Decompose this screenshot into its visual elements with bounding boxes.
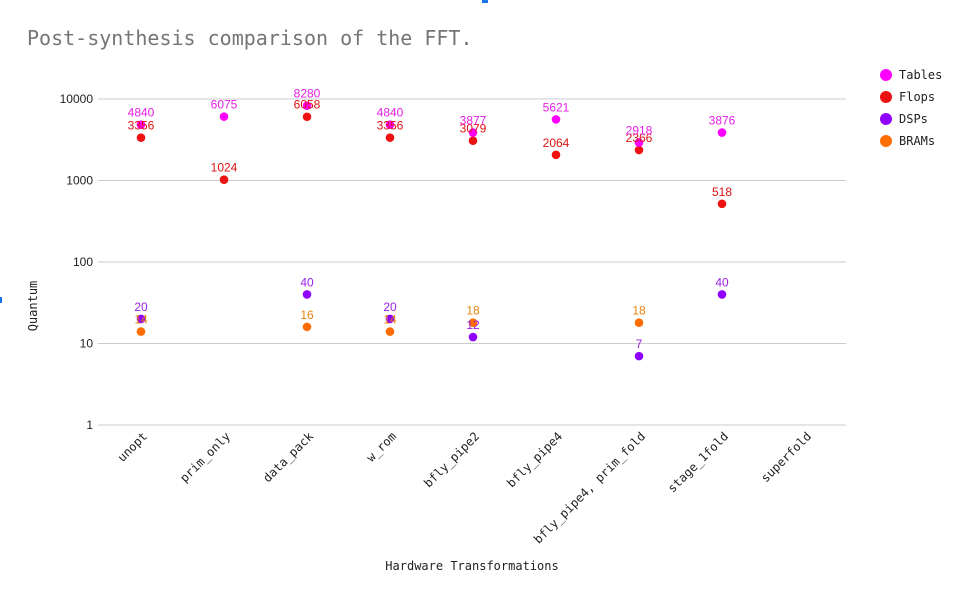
data-label-tables: 2918: [626, 124, 653, 138]
x-axis-ticks: unopt prim_only data_pack w_rom bfly_pipe2 bf…: [115, 429, 814, 547]
data-point-flops: [302, 112, 312, 122]
y-axis-title: Quantum: [26, 281, 40, 332]
data-label-brams: 14: [383, 313, 397, 327]
data-point-tables: [551, 115, 561, 124]
legend-label: Flops: [899, 90, 935, 104]
data-point-dsps: [634, 351, 644, 361]
data-point-brams: [385, 327, 395, 336]
data-label-tables: 3876: [709, 114, 736, 128]
data-label-brams: 18: [466, 304, 480, 318]
data-point-dsps: [468, 332, 478, 342]
data-point-brams: [136, 327, 146, 336]
y-tick-label: 10000: [60, 92, 94, 106]
data-label-tables: 6075: [211, 98, 238, 112]
x-tick-label: unopt: [115, 429, 150, 464]
data-label-brams: 14: [134, 313, 148, 327]
data-label-dsps: 20: [383, 300, 397, 314]
data-point-dsps: [717, 290, 727, 299]
data-point-flops: [136, 133, 146, 142]
legend-marker: [880, 113, 892, 125]
data-label-dsps: 12: [466, 318, 480, 332]
y-tick-label: 1000: [66, 174, 93, 188]
data-label-flops: 1024: [211, 161, 238, 175]
data-label-dsps: 7: [636, 337, 643, 351]
grid-lines: [98, 98, 846, 426]
x-tick-label: prim_only: [177, 429, 233, 485]
data-point-flops: [468, 136, 478, 145]
data-point-tables: [302, 101, 312, 110]
legend-item-brams[interactable]: BRAMs: [880, 134, 935, 148]
data-point-brams: [302, 322, 312, 332]
x-tick-label: data_pack: [260, 429, 316, 485]
data-point-flops: [219, 175, 229, 184]
data-label-dsps: 20: [134, 300, 148, 314]
data-label-tables: 3877: [460, 114, 487, 128]
x-tick-label: superfold: [758, 429, 814, 485]
data-point-dsps: [136, 314, 146, 324]
data-point-brams: [634, 318, 644, 327]
x-axis-title: Hardware Transformations: [385, 559, 558, 573]
data-point-dsps: [385, 314, 395, 324]
legend-marker: [880, 69, 892, 81]
data-point-brams: [468, 318, 478, 327]
legend-label: BRAMs: [899, 134, 935, 148]
legend-label: DSPs: [899, 112, 928, 126]
data-label-tables: 8280: [294, 87, 321, 101]
left-edge-marker: [0, 297, 2, 303]
data-point-dsps: [302, 290, 312, 299]
data-point-flops: [551, 150, 561, 160]
data-label-brams: 18: [632, 304, 646, 318]
x-tick-label: bfly_pipe4: [504, 429, 565, 490]
data-point-flops: [634, 145, 644, 155]
data-label-flops: 518: [712, 185, 732, 199]
data-label-dsps: 40: [715, 275, 729, 289]
y-tick-label: 100: [73, 255, 93, 269]
data-label-flops: 3079: [460, 122, 487, 136]
data-point-tables: [385, 120, 395, 129]
legend-label: Tables: [899, 68, 942, 82]
data-label-tables: 5621: [543, 100, 570, 114]
data-label-tables: 4840: [377, 106, 404, 120]
data-point-tables: [219, 112, 229, 121]
data-label-flops: 2064: [543, 136, 570, 150]
y-tick-label: 1: [86, 418, 93, 432]
data-points: [136, 101, 727, 361]
legend-item-flops[interactable]: Flops: [880, 90, 935, 104]
data-label-dsps: 40: [300, 275, 314, 289]
legend-marker: [880, 135, 892, 147]
data-point-tables: [136, 120, 146, 129]
x-tick-label: stage_1fold: [665, 429, 731, 495]
x-tick-label: w_rom: [364, 429, 399, 464]
data-label-flops: 2366: [626, 131, 653, 145]
x-tick-label: bfly_pipe2: [421, 429, 482, 490]
y-axis-ticks: 1 10 100 1000 10000: [60, 92, 94, 432]
data-label-flops: 6058: [294, 98, 321, 112]
legend-item-dsps[interactable]: DSPs: [880, 112, 928, 126]
legend-marker: [880, 91, 892, 103]
data-label-tables: 4840: [128, 106, 155, 120]
top-edge-marker: [482, 0, 488, 3]
data-point-tables: [468, 128, 478, 137]
data-point-flops: [717, 199, 727, 209]
data-point-flops: [385, 133, 395, 142]
data-label-flops: 3356: [128, 119, 155, 133]
chart-title: Post-synthesis comparison of the FFT.: [27, 26, 473, 50]
data-label-brams: 16: [300, 308, 314, 322]
data-point-tables: [634, 138, 644, 147]
legend[interactable]: Tables Flops DSPs BRAMs: [880, 68, 942, 148]
y-tick-label: 10: [80, 337, 94, 351]
data-point-tables: [717, 128, 727, 137]
data-labels: 14 16 14 18 18 20 40 20 12 7 40 3356 1024 6058 3356 307…: [128, 87, 736, 351]
data-label-flops: 3356: [377, 119, 404, 133]
legend-item-tables[interactable]: Tables: [880, 68, 942, 82]
